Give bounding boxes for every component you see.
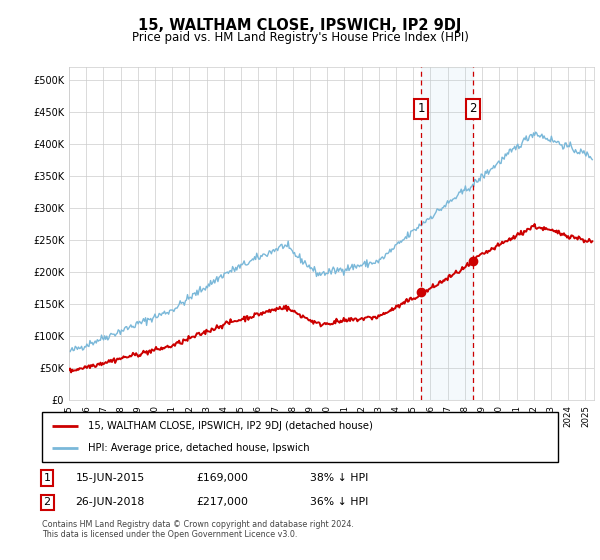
Text: 38% ↓ HPI: 38% ↓ HPI <box>310 473 368 483</box>
Text: 1: 1 <box>44 473 50 483</box>
Text: £217,000: £217,000 <box>197 497 249 507</box>
Bar <box>421 67 473 400</box>
Text: Price paid vs. HM Land Registry's House Price Index (HPI): Price paid vs. HM Land Registry's House … <box>131 31 469 44</box>
Text: 26-JUN-2018: 26-JUN-2018 <box>76 497 145 507</box>
Text: 15-JUN-2015: 15-JUN-2015 <box>76 473 145 483</box>
Text: 36% ↓ HPI: 36% ↓ HPI <box>310 497 368 507</box>
Text: 15, WALTHAM CLOSE, IPSWICH, IP2 9DJ: 15, WALTHAM CLOSE, IPSWICH, IP2 9DJ <box>139 18 461 33</box>
Text: 15, WALTHAM CLOSE, IPSWICH, IP2 9DJ (detached house): 15, WALTHAM CLOSE, IPSWICH, IP2 9DJ (det… <box>88 421 373 431</box>
Text: 2: 2 <box>44 497 51 507</box>
Text: £169,000: £169,000 <box>197 473 249 483</box>
Text: 1: 1 <box>418 102 425 115</box>
Text: 2: 2 <box>470 102 477 115</box>
Text: Contains HM Land Registry data © Crown copyright and database right 2024.
This d: Contains HM Land Registry data © Crown c… <box>42 520 354 539</box>
Text: HPI: Average price, detached house, Ipswich: HPI: Average price, detached house, Ipsw… <box>88 443 310 453</box>
FancyBboxPatch shape <box>42 412 558 462</box>
